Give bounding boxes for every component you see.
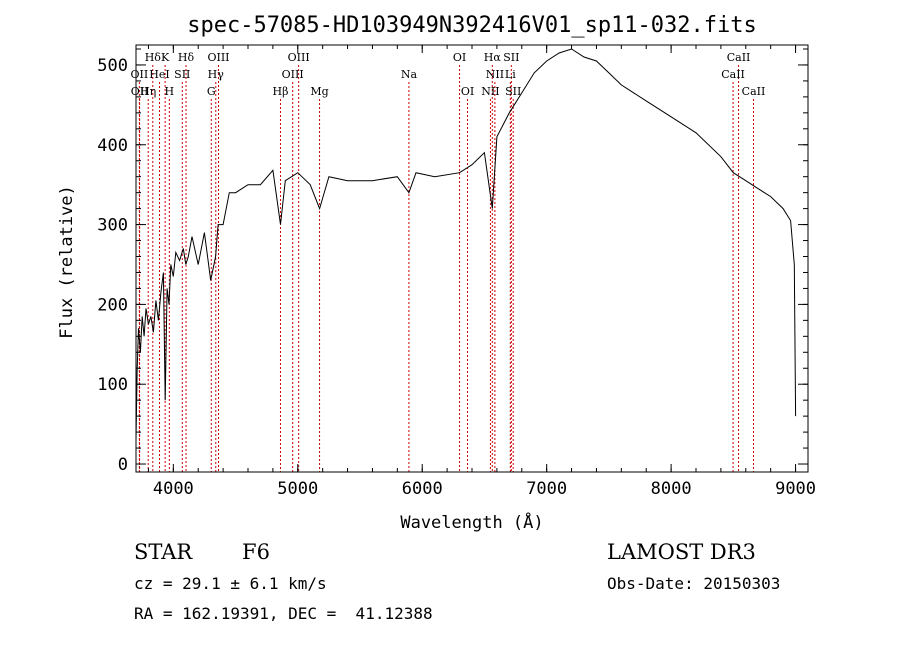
x-tick-label: 7000	[526, 479, 567, 499]
line-label: OI	[453, 51, 466, 64]
x-tick-label: 5000	[277, 479, 318, 499]
y-tick-label: 400	[97, 136, 128, 156]
line-label: NII	[486, 68, 504, 81]
y-tick-label: 200	[97, 295, 128, 315]
line-label: Hδ	[145, 51, 162, 64]
y-tick-label: 300	[97, 216, 128, 236]
survey-name: LAMOST DR3	[607, 540, 756, 564]
y-tick-label: 500	[97, 56, 128, 76]
line-label: OII	[131, 68, 149, 81]
line-label: CaII	[742, 85, 766, 98]
x-axis: 4000 5000 6000 7000 8000 9000	[147, 45, 816, 499]
line-label: Mg	[310, 85, 328, 98]
object-subclass: F6	[242, 540, 270, 564]
line-label: OI	[461, 85, 474, 98]
y-axis: 0 100 200 300 400 500	[97, 48, 808, 475]
line-label: Hη	[140, 85, 156, 98]
spectral-line-markers	[138, 65, 754, 472]
line-label: OIII	[288, 51, 310, 64]
line-label: G	[207, 85, 216, 98]
line-label: OIII	[282, 68, 304, 81]
line-label: H	[165, 85, 175, 98]
object-class: STAR	[134, 540, 193, 564]
line-label: K	[161, 51, 170, 64]
line-label: OIII	[207, 51, 229, 64]
line-label: NII	[481, 85, 499, 98]
x-tick-label: 8000	[651, 479, 692, 499]
x-tick-label: 9000	[775, 479, 816, 499]
line-label: Na	[401, 68, 418, 81]
y-axis-label: Flux (relative)	[57, 185, 77, 339]
line-label: Hα	[484, 51, 502, 64]
line-label: Hδ	[178, 51, 195, 64]
line-label: CaII	[721, 68, 745, 81]
line-label: Li	[505, 68, 516, 81]
y-tick-label: 0	[118, 455, 128, 475]
chart-title: spec-57085-HD103949N392416V01_sp11-032.f…	[187, 13, 757, 38]
line-label: CaII	[727, 51, 751, 64]
observation-date: Obs-Date: 20150303	[607, 574, 781, 593]
x-axis-label: Wavelength (Å)	[400, 511, 543, 533]
line-label: Hγ	[208, 68, 225, 81]
line-label: Hβ	[273, 85, 289, 98]
coordinates: RA = 162.19391, DEC = 41.12388	[134, 604, 433, 623]
x-tick-label: 6000	[402, 479, 443, 499]
line-label: SII	[505, 85, 521, 98]
line-label: SII	[174, 68, 190, 81]
plot-frame	[135, 44, 809, 473]
x-tick-label: 4000	[153, 479, 194, 499]
redshift-cz: cz = 29.1 ± 6.1 km/s	[134, 574, 327, 593]
line-label: HeI	[149, 68, 169, 81]
y-tick-label: 100	[97, 375, 128, 395]
line-label: SII	[503, 51, 519, 64]
spectrum-line	[135, 48, 797, 441]
line-label: OII	[131, 85, 149, 98]
